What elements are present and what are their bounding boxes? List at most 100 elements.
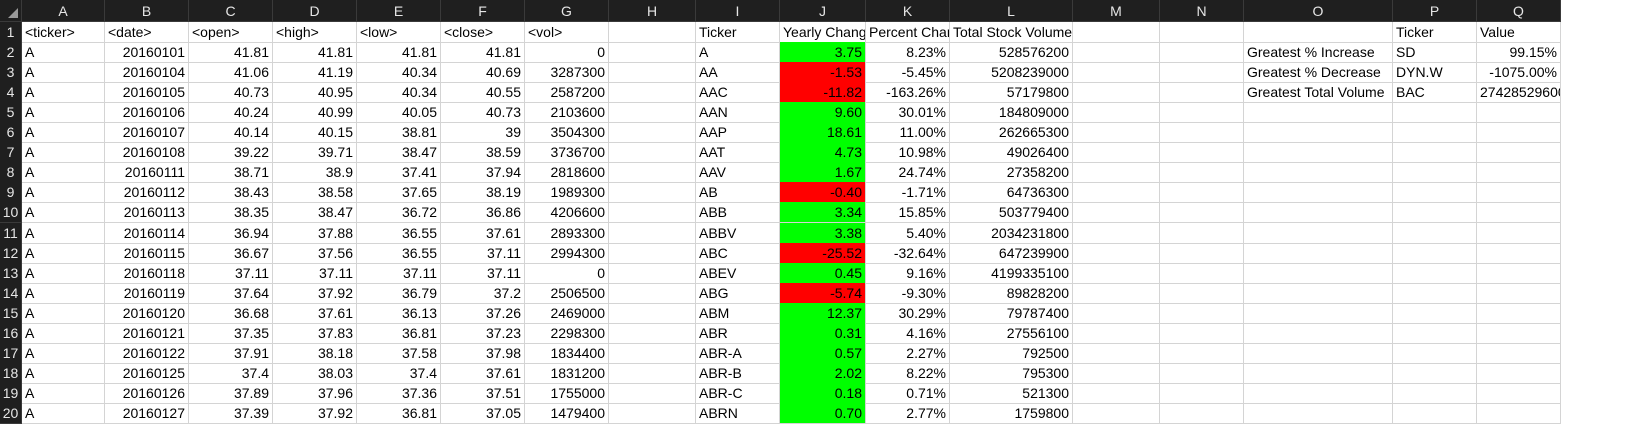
cell-n10[interactable]: [1160, 202, 1244, 224]
total-volume-20[interactable]: 1759800: [950, 402, 1073, 424]
raw-cell-b17[interactable]: 20160122: [105, 342, 189, 364]
summary-ticker-15[interactable]: ABM: [696, 302, 780, 324]
raw-cell-a10[interactable]: A: [22, 202, 105, 224]
raw-cell-f2[interactable]: 41.81: [441, 42, 525, 64]
cell-n4[interactable]: [1160, 82, 1244, 104]
summary-ticker-9[interactable]: AB: [696, 182, 780, 204]
raw-cell-a14[interactable]: A: [22, 282, 105, 304]
greatest-header-q[interactable]: Value: [1477, 22, 1561, 43]
cell-n20[interactable]: [1160, 402, 1244, 424]
row-header-5[interactable]: 5: [0, 102, 22, 124]
raw-cell-a6[interactable]: A: [22, 122, 105, 144]
cell-m13[interactable]: [1073, 262, 1160, 284]
cell-h7[interactable]: [609, 142, 696, 164]
raw-cell-f15[interactable]: 37.26: [441, 302, 525, 324]
raw-cell-g11[interactable]: 2893300: [525, 222, 609, 244]
cell-n1[interactable]: [1160, 22, 1244, 43]
raw-cell-b18[interactable]: 20160125: [105, 362, 189, 384]
raw-cell-a16[interactable]: A: [22, 322, 105, 344]
row-header-15[interactable]: 15: [0, 302, 22, 324]
cell-q12[interactable]: [1477, 242, 1561, 264]
raw-cell-d19[interactable]: 37.96: [273, 382, 357, 404]
raw-cell-c15[interactable]: 36.68: [189, 302, 273, 324]
raw-cell-f9[interactable]: 38.19: [441, 182, 525, 204]
raw-cell-c8[interactable]: 38.71: [189, 162, 273, 184]
raw-cell-a2[interactable]: A: [22, 42, 105, 64]
cell-q6[interactable]: [1477, 122, 1561, 144]
raw-cell-g20[interactable]: 1479400: [525, 402, 609, 424]
column-header-q[interactable]: Q: [1477, 0, 1561, 22]
yearly-change-10[interactable]: 3.34: [780, 202, 866, 224]
cell-h20[interactable]: [609, 402, 696, 424]
row-header-11[interactable]: 11: [0, 222, 22, 244]
column-header-b[interactable]: B: [105, 0, 189, 22]
cell-p8[interactable]: [1393, 162, 1477, 184]
cell-p16[interactable]: [1393, 322, 1477, 344]
cell-n2[interactable]: [1160, 42, 1244, 64]
total-volume-14[interactable]: 89828200: [950, 282, 1073, 304]
cell-o11[interactable]: [1244, 222, 1393, 244]
row-header-20[interactable]: 20: [0, 402, 22, 424]
cell-p6[interactable]: [1393, 122, 1477, 144]
raw-cell-g10[interactable]: 4206600: [525, 202, 609, 224]
yearly-change-17[interactable]: 0.57: [780, 342, 866, 364]
row-header-19[interactable]: 19: [0, 382, 22, 404]
row-header-8[interactable]: 8: [0, 162, 22, 184]
row-header-12[interactable]: 12: [0, 242, 22, 264]
summary-ticker-2[interactable]: A: [696, 42, 780, 64]
column-header-g[interactable]: G: [525, 0, 609, 22]
raw-cell-d17[interactable]: 38.18: [273, 342, 357, 364]
raw-cell-f3[interactable]: 40.69: [441, 62, 525, 84]
raw-cell-c12[interactable]: 36.67: [189, 242, 273, 264]
total-volume-4[interactable]: 57179800: [950, 82, 1073, 104]
column-header-k[interactable]: K: [866, 0, 950, 22]
column-header-i[interactable]: I: [696, 0, 780, 22]
row-header-4[interactable]: 4: [0, 82, 22, 104]
raw-cell-c3[interactable]: 41.06: [189, 62, 273, 84]
raw-cell-e6[interactable]: 38.81: [357, 122, 441, 144]
cell-o16[interactable]: [1244, 322, 1393, 344]
column-header-a[interactable]: A: [22, 0, 105, 22]
raw-cell-f18[interactable]: 37.61: [441, 362, 525, 384]
raw-cell-f11[interactable]: 37.61: [441, 222, 525, 244]
raw-cell-g13[interactable]: 0: [525, 262, 609, 284]
summary-ticker-11[interactable]: ABBV: [696, 222, 780, 244]
raw-cell-c10[interactable]: 38.35: [189, 202, 273, 224]
total-volume-15[interactable]: 79787400: [950, 302, 1073, 324]
cell-m16[interactable]: [1073, 322, 1160, 344]
cell-o6[interactable]: [1244, 122, 1393, 144]
cell-q9[interactable]: [1477, 182, 1561, 204]
yearly-change-9[interactable]: -0.40: [780, 182, 866, 204]
cell-h12[interactable]: [609, 242, 696, 264]
row-header-1[interactable]: 1: [0, 22, 22, 43]
summary-ticker-13[interactable]: ABEV: [696, 262, 780, 284]
raw-cell-b14[interactable]: 20160119: [105, 282, 189, 304]
raw-cell-d13[interactable]: 37.11: [273, 262, 357, 284]
cell-o15[interactable]: [1244, 302, 1393, 324]
cell-p20[interactable]: [1393, 402, 1477, 424]
row-header-7[interactable]: 7: [0, 142, 22, 164]
raw-cell-c5[interactable]: 40.24: [189, 102, 273, 124]
raw-cell-d2[interactable]: 41.81: [273, 42, 357, 64]
percent-change-3[interactable]: -5.45%: [866, 62, 950, 84]
raw-header-c[interactable]: <open>: [189, 22, 273, 43]
cell-m1[interactable]: [1073, 22, 1160, 43]
greatest-label-2[interactable]: Greatest % Increase: [1244, 42, 1393, 64]
greatest-value-2[interactable]: 99.15%: [1477, 42, 1561, 64]
raw-cell-f7[interactable]: 38.59: [441, 142, 525, 164]
cell-m4[interactable]: [1073, 82, 1160, 104]
yearly-change-16[interactable]: 0.31: [780, 322, 866, 344]
cell-m15[interactable]: [1073, 302, 1160, 324]
cell-n17[interactable]: [1160, 342, 1244, 364]
raw-cell-e15[interactable]: 36.13: [357, 302, 441, 324]
percent-change-8[interactable]: 24.74%: [866, 162, 950, 184]
cell-h15[interactable]: [609, 302, 696, 324]
raw-cell-e7[interactable]: 38.47: [357, 142, 441, 164]
percent-change-5[interactable]: 30.01%: [866, 102, 950, 124]
row-header-14[interactable]: 14: [0, 282, 22, 304]
raw-cell-a7[interactable]: A: [22, 142, 105, 164]
yearly-change-19[interactable]: 0.18: [780, 382, 866, 404]
raw-cell-b6[interactable]: 20160107: [105, 122, 189, 144]
raw-cell-e11[interactable]: 36.55: [357, 222, 441, 244]
raw-cell-f8[interactable]: 37.94: [441, 162, 525, 184]
